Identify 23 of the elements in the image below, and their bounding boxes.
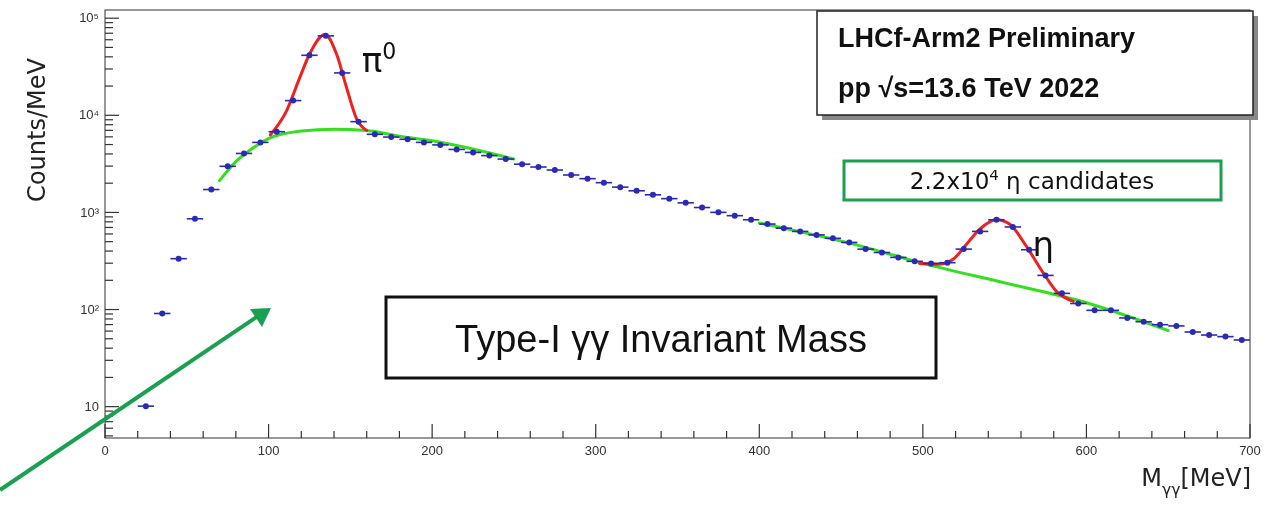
x-tick-label: 700 <box>1239 443 1261 458</box>
y-tick-label: 10² <box>80 301 100 317</box>
annotation: pp √s=13.6 TeV 2022 <box>838 73 1100 103</box>
y-tick-label: 10³ <box>80 204 100 220</box>
text-box: Type-I γγ Invariant Mass <box>384 295 938 380</box>
y-tick-label: 10 <box>84 398 99 414</box>
x-tick-label: 600 <box>1075 443 1098 458</box>
x-axis-title: M$_{γγ}$[MeV] <box>1141 464 1251 499</box>
y-tick-label: 10⁴ <box>78 107 99 123</box>
annotation: LHCf-Arm2 Preliminary <box>838 23 1136 53</box>
y-tick-label: 10⁵ <box>79 10 99 26</box>
x-tick-label: 300 <box>584 443 607 458</box>
annotation: π$^{0}$ <box>361 37 397 80</box>
x-tick-label: 500 <box>912 443 934 458</box>
x-tick-label: 400 <box>748 443 771 458</box>
x-tick-label: 100 <box>257 443 280 458</box>
annotation: 2.2x10$^{4}$ η candidates <box>909 166 1155 194</box>
annotation: Type-I γγ Invariant Mass <box>455 318 867 360</box>
annotation: η <box>1032 223 1055 264</box>
y-axis-title: Counts/MeV <box>23 57 51 202</box>
x-tick-label: 200 <box>421 443 443 458</box>
text-box: 2.2x10$^{4}$ η candidates <box>842 159 1223 202</box>
x-tick-label: 0 <box>101 443 109 458</box>
